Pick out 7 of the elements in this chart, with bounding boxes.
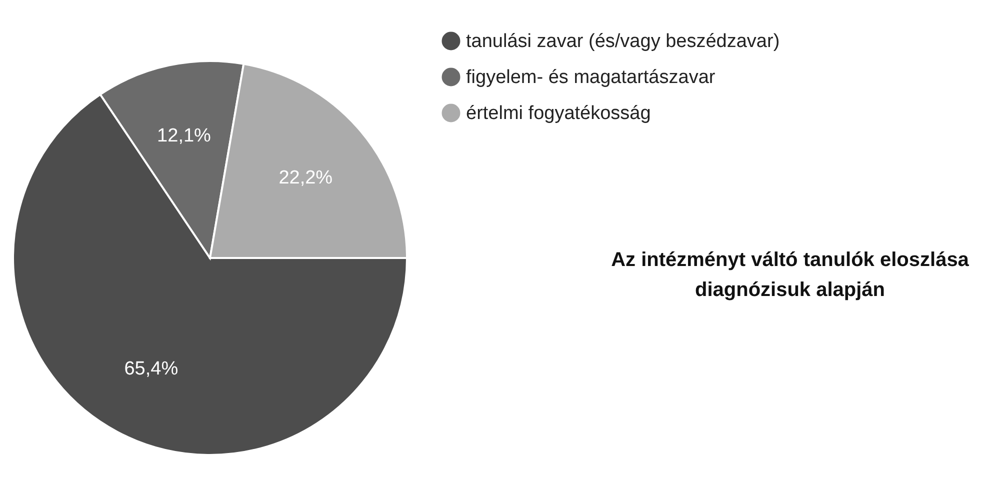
data-label: 12,1% (157, 126, 212, 147)
data-label: 65,4% (124, 358, 178, 380)
legend-label: tanulási zavar (és/vagy beszédzavar) (466, 31, 780, 52)
legend-label: értelmi fogyatékosság (466, 103, 651, 124)
text: Az intézményt váltó tanulók eloszlása diagnózisuk alapján (611, 249, 970, 301)
legend-label: figyelem- és magatartászavar (466, 67, 716, 88)
data-label: 22,2% (278, 168, 333, 189)
